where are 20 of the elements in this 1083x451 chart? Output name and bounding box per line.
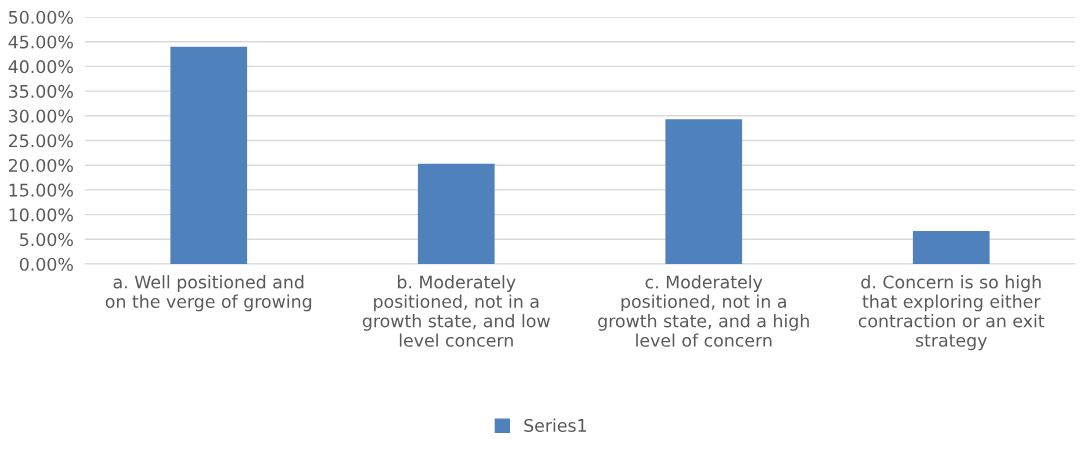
x-tick-label: c. Moderately positioned, not in a growth state, and a high level of concern bbox=[598, 275, 809, 347]
y-tick-label: 0.00% bbox=[19, 257, 73, 271]
y-tick-label: 45.00% bbox=[8, 35, 73, 49]
bar bbox=[417, 163, 495, 264]
x-tick-label: a. Well positioned and on the verge of growing bbox=[105, 275, 312, 312]
y-tick-label: 30.00% bbox=[9, 109, 73, 123]
y-tick-label: 25.00% bbox=[8, 134, 73, 148]
bar bbox=[912, 230, 990, 264]
y-tick-label: 15.00% bbox=[9, 183, 73, 197]
bar bbox=[665, 119, 743, 264]
y-tick-label: 20.00% bbox=[8, 158, 73, 173]
y-tick-label: 50.00% bbox=[9, 10, 73, 24]
x-tick-label: b. Moderately positioned, not in a growth state, and low level concern bbox=[362, 275, 550, 347]
legend-label: Series1 bbox=[524, 418, 586, 433]
y-tick-label: 40.00% bbox=[8, 60, 73, 74]
y-tick-label: 5.00% bbox=[20, 233, 73, 247]
y-tick-label: 10.00% bbox=[9, 208, 73, 222]
y-tick-label: 35.00% bbox=[9, 84, 73, 98]
x-tick-label: d. Concern is so high that exploring either contraction or an exit strategy bbox=[858, 275, 1045, 351]
bar bbox=[170, 46, 248, 264]
